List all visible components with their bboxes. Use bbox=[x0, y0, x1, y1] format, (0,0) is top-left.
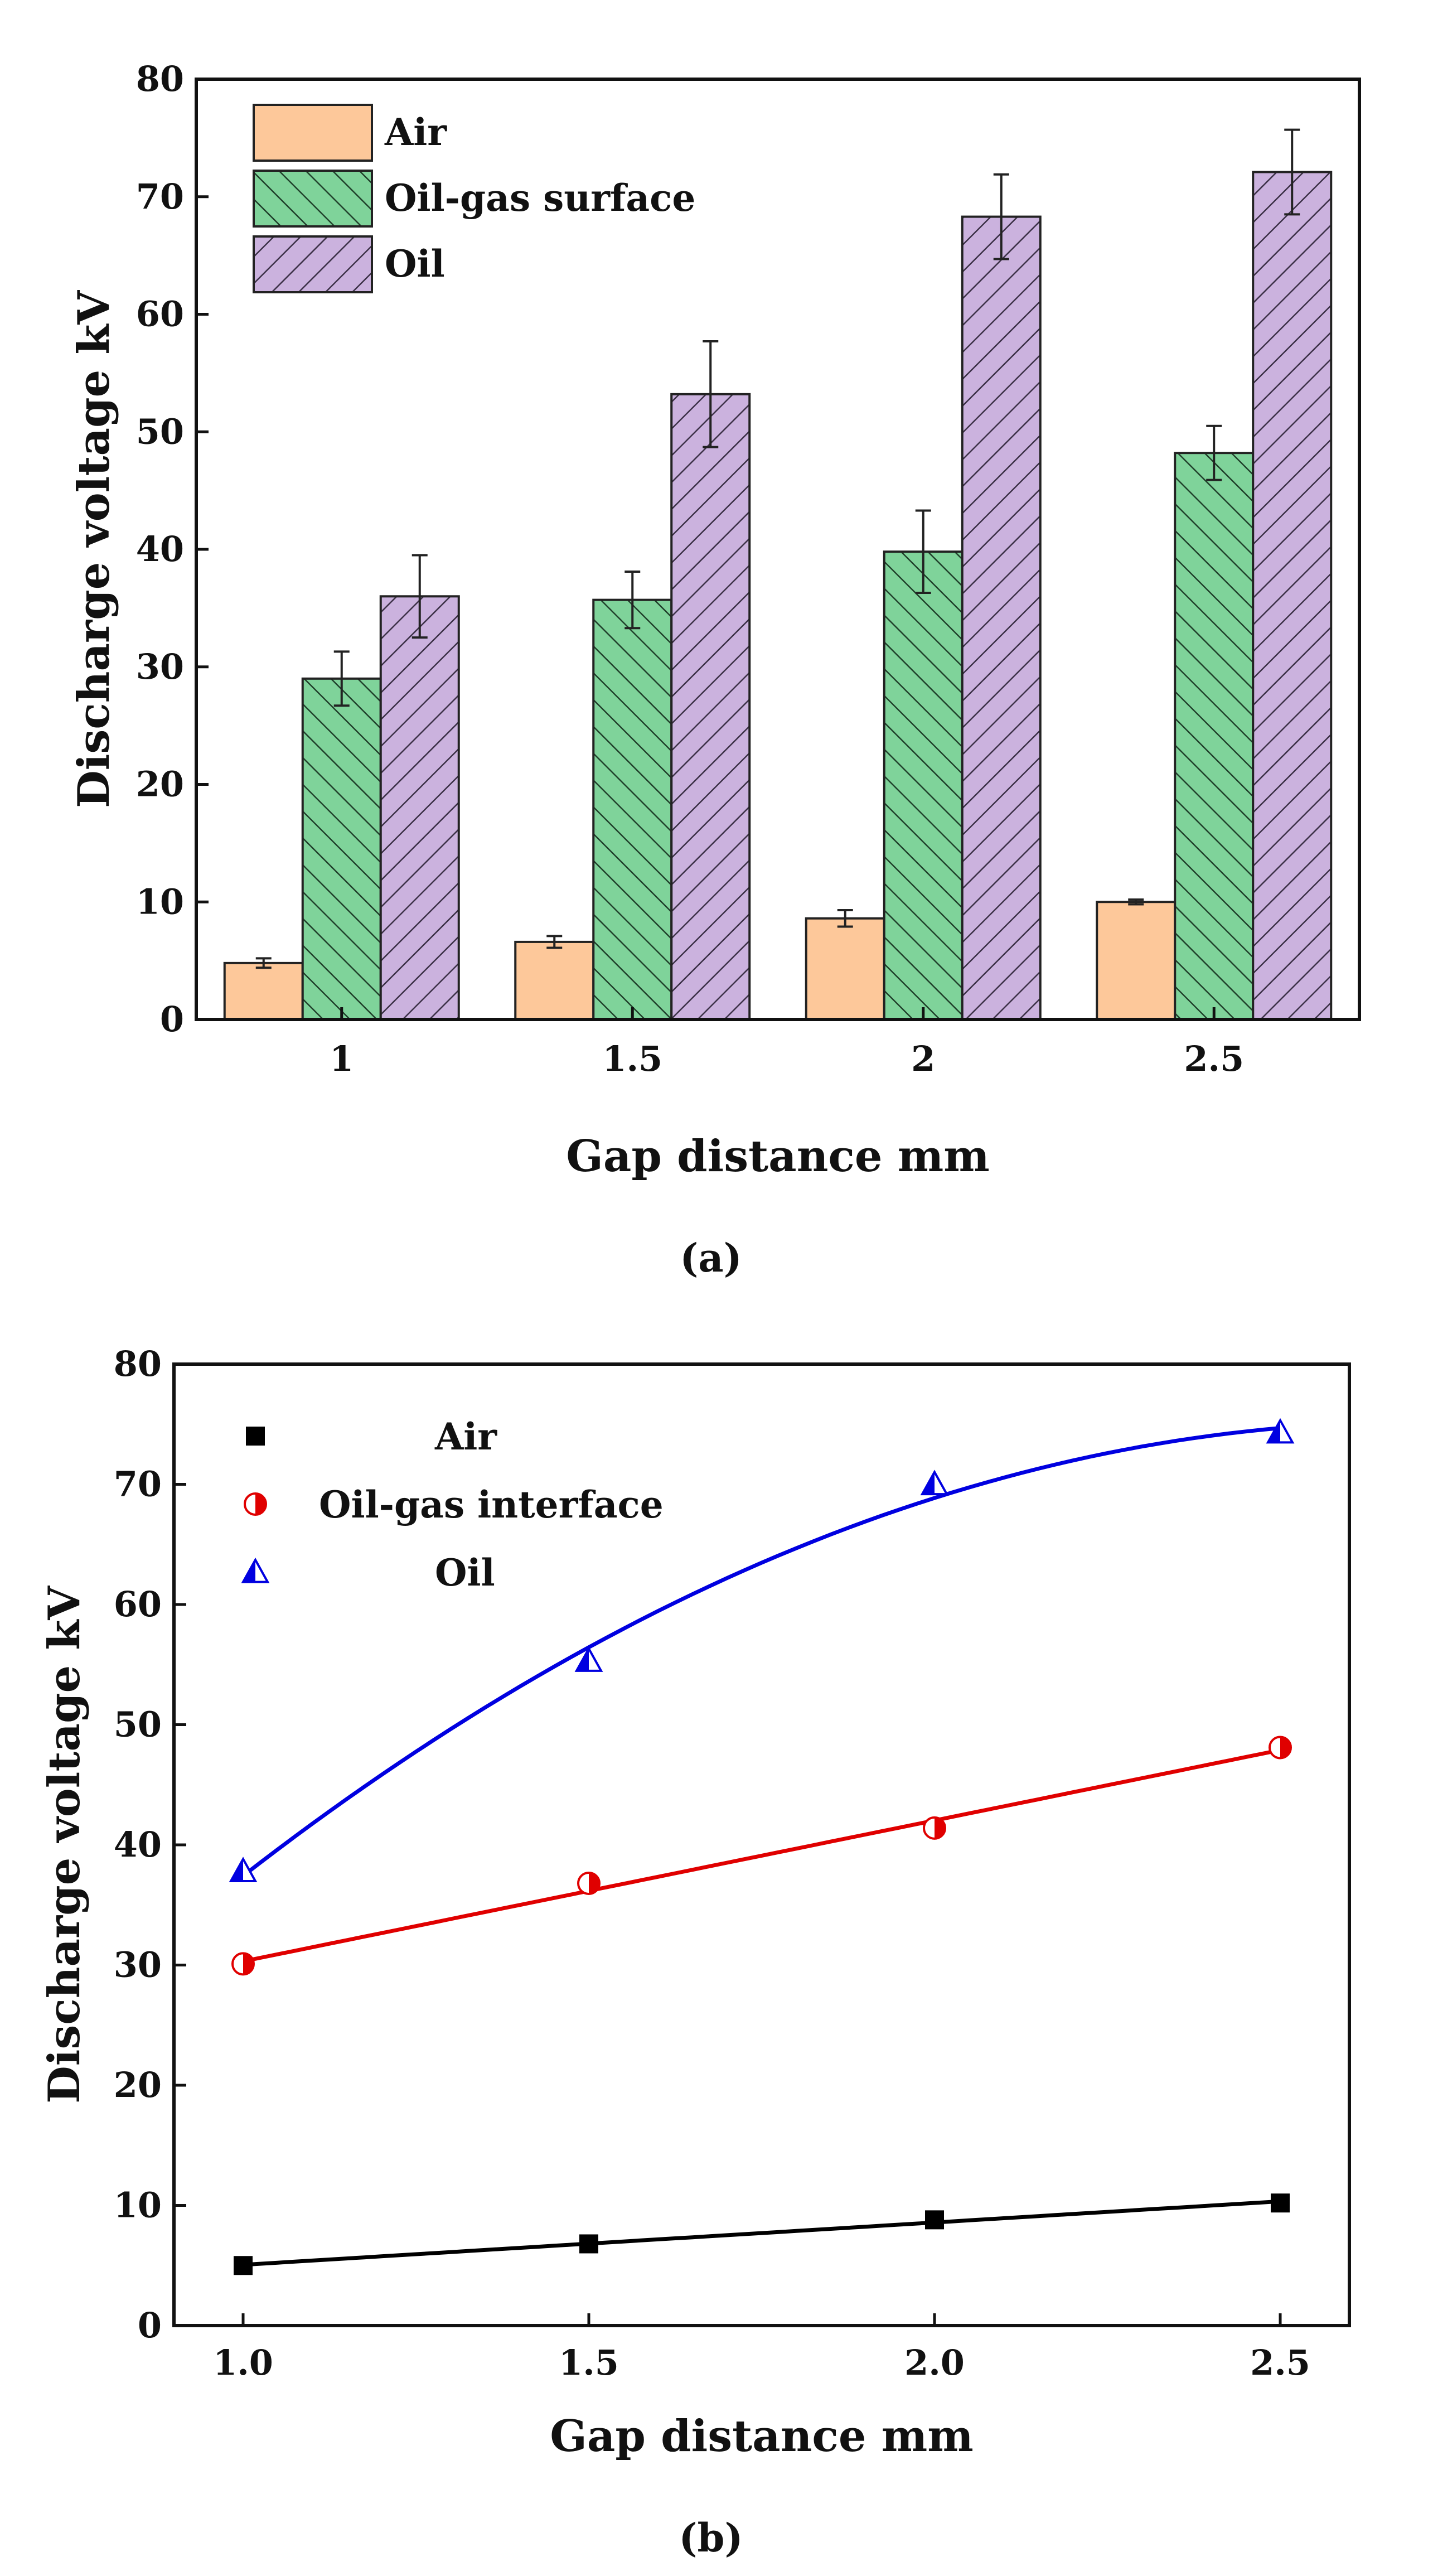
point-2-1-fill bbox=[243, 1953, 254, 1975]
legend-swatch-a-1 bbox=[253, 104, 373, 162]
legend-label-b-2: Oil-gas interface bbox=[319, 1483, 664, 1526]
y-tick-label-b-0: 0 bbox=[138, 2305, 162, 2346]
y-tick-label-a-8: 80 bbox=[136, 59, 184, 99]
point-1-1-shape bbox=[234, 2256, 253, 2275]
y-tick-label-b-1: 10 bbox=[114, 2185, 162, 2226]
y-axis-title-a: Discharge voltage kV bbox=[69, 290, 119, 808]
point-3-1-fill bbox=[231, 1859, 243, 1882]
x-axis-title-b: Gap distance mm bbox=[550, 2411, 974, 2462]
y-tick-label-a-7: 70 bbox=[136, 176, 184, 217]
x-tick-label-b-2: 2.0 bbox=[904, 2342, 965, 2383]
bar-chart-panel-a: 0 10 20 30 40 50 60 70 80 1 1.5 2 2.5 Gap distance mm… bbox=[69, 59, 1361, 1281]
point-1-4 bbox=[1271, 2193, 1290, 2213]
point-1-3-shape bbox=[925, 2210, 944, 2230]
y-tick-label-a-6: 60 bbox=[136, 294, 184, 335]
bar-3-3 bbox=[961, 215, 1042, 1021]
panel-label-b: (b) bbox=[679, 2515, 743, 2561]
point-2-2 bbox=[577, 1871, 601, 1895]
legend-swatch-a-2 bbox=[253, 170, 373, 228]
point-3-2-fill bbox=[577, 1649, 589, 1671]
y-tick-label-a-0: 0 bbox=[160, 999, 184, 1040]
point-2-4-fill bbox=[1280, 1737, 1291, 1758]
legend-marker-b-2 bbox=[244, 1492, 267, 1516]
x-tick-label-b-1: 1.5 bbox=[559, 2342, 619, 2383]
point-1-4-shape bbox=[1271, 2193, 1290, 2213]
y-tick-label-b-2: 20 bbox=[114, 2065, 162, 2105]
bar-3-4 bbox=[1252, 171, 1333, 1021]
legend-marker-b-2-fill bbox=[255, 1494, 266, 1515]
fit-line-2 bbox=[243, 1748, 1281, 1964]
x-tick-label-b-0: 1.0 bbox=[213, 2342, 273, 2383]
scatter-chart-panel-b: 0 10 20 30 40 50 60 70 80 1.0 1.5 2.0 2.5 Gap distanc… bbox=[39, 1343, 1351, 2561]
legend-marker-b-1-shape bbox=[246, 1427, 265, 1446]
y-axis-title-b: Discharge voltage kV bbox=[39, 1586, 90, 2104]
point-1-2 bbox=[579, 2234, 598, 2254]
point-3-1 bbox=[229, 1857, 258, 1883]
point-2-1 bbox=[231, 1952, 255, 1976]
bar-1-4 bbox=[1096, 901, 1177, 1021]
point-2-4 bbox=[1269, 1736, 1292, 1760]
bar-2-3 bbox=[883, 550, 964, 1021]
point-2-3 bbox=[923, 1816, 946, 1840]
y-tick-label-a-3: 30 bbox=[136, 646, 184, 687]
point-3-4-fill bbox=[1268, 1420, 1280, 1443]
y-tick-label-b-3: 30 bbox=[114, 1945, 162, 1985]
point-1-2-shape bbox=[579, 2234, 598, 2254]
x-tick-label-b-3: 2.5 bbox=[1250, 2342, 1310, 2383]
y-tick-label-b-7: 70 bbox=[114, 1464, 162, 1505]
bar-2-2 bbox=[592, 598, 673, 1021]
y-tick-label-a-4: 40 bbox=[136, 529, 184, 569]
y-tick-label-b-4: 40 bbox=[114, 1824, 162, 1865]
x-tick-label-a-1: 1.5 bbox=[602, 1038, 662, 1079]
legend-swatch-a-3 bbox=[253, 235, 373, 293]
y-tick-label-b-6: 60 bbox=[114, 1584, 162, 1625]
point-3-3-fill bbox=[922, 1472, 935, 1495]
legend-label-a-2: Oil-gas surface bbox=[385, 176, 695, 220]
fit-line-3 bbox=[241, 1426, 1281, 1878]
y-tick-label-b-5: 50 bbox=[114, 1704, 162, 1745]
point-3-3 bbox=[920, 1470, 949, 1496]
bar-3-2 bbox=[670, 393, 751, 1021]
bar-3-1 bbox=[379, 595, 460, 1021]
y-tick-label-a-1: 10 bbox=[136, 881, 184, 922]
point-1-3 bbox=[925, 2210, 944, 2230]
x-tick-label-a-0: 1 bbox=[330, 1038, 354, 1079]
x-tick-label-a-3: 2.5 bbox=[1184, 1038, 1244, 1079]
legend-label-b-1: Air bbox=[434, 1415, 497, 1458]
point-2-2-fill bbox=[589, 1872, 599, 1894]
panel-label-a: (a) bbox=[680, 1235, 742, 1281]
legend-marker-b-3 bbox=[241, 1557, 270, 1583]
point-2-3-fill bbox=[935, 1817, 945, 1839]
legend-label-b-3: Oil bbox=[435, 1551, 495, 1594]
bar-2-1 bbox=[301, 677, 382, 1021]
fit-line-1 bbox=[243, 2199, 1281, 2267]
legend-label-a-1: Air bbox=[384, 110, 447, 154]
legend-marker-b-3-fill bbox=[243, 1560, 255, 1582]
x-tick-label-a-2: 2 bbox=[911, 1038, 935, 1079]
bar-2-4 bbox=[1174, 452, 1255, 1021]
y-tick-label-a-2: 20 bbox=[136, 764, 184, 805]
legend-label-a-3: Oil bbox=[385, 242, 445, 286]
point-3-2 bbox=[574, 1646, 603, 1672]
legend-marker-b-1 bbox=[246, 1427, 265, 1446]
x-axis-title-a: Gap distance mm bbox=[566, 1131, 990, 1182]
y-tick-label-a-5: 50 bbox=[136, 411, 184, 452]
point-1-1 bbox=[234, 2256, 253, 2275]
bar-1-2 bbox=[514, 940, 595, 1021]
bar-1-1 bbox=[223, 961, 304, 1021]
point-3-4 bbox=[1266, 1418, 1295, 1444]
y-tick-label-b-8: 80 bbox=[114, 1343, 162, 1384]
bar-1-3 bbox=[805, 917, 885, 1021]
